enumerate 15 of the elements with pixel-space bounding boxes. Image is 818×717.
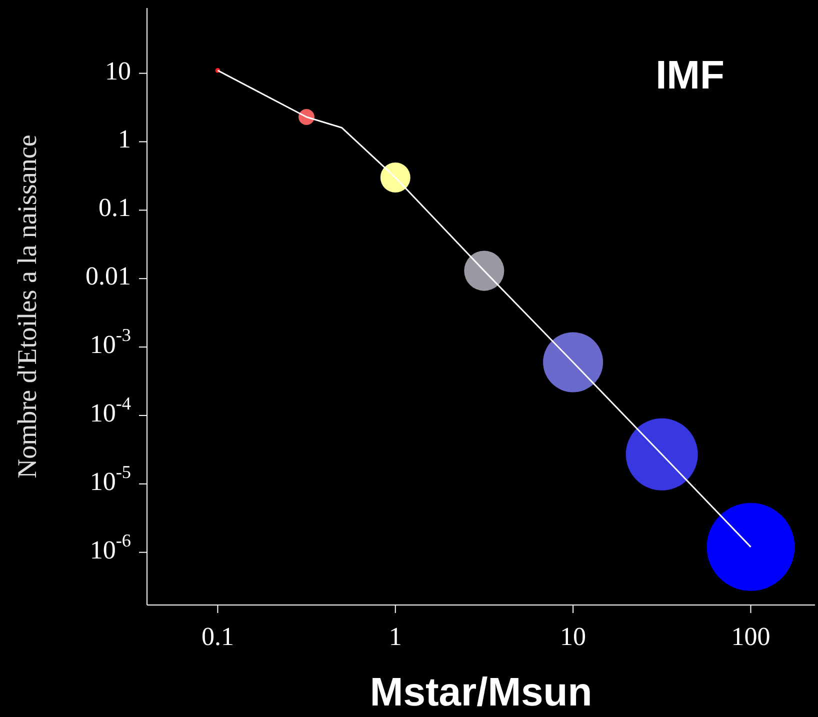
y-tick-label: 10$^{-5}$ <box>90 462 131 496</box>
x-tick-label: 100 <box>731 622 770 652</box>
y-tick-label: 10$^{-6}$ <box>90 530 131 564</box>
x-tick-label: 10 <box>560 622 586 652</box>
x-axis-title: Mstar/Msun <box>370 670 592 715</box>
y-tick-label: 10$^{-4}$ <box>90 394 131 428</box>
y-tick-label: 0.01 <box>86 262 131 291</box>
y-tick-label: 1 <box>118 124 131 154</box>
text: IMF <box>656 54 724 98</box>
y-tick-label: 10 <box>105 56 131 86</box>
x-tick-label: 0.1 <box>201 622 234 652</box>
y-tick-label: 0.1 <box>98 193 131 222</box>
y-axis-title: Nombre d'Etoiles a la naissance <box>12 134 42 478</box>
y-tick-label: 10$^{-3}$ <box>90 325 131 360</box>
x-tick-label: 1 <box>388 622 402 652</box>
